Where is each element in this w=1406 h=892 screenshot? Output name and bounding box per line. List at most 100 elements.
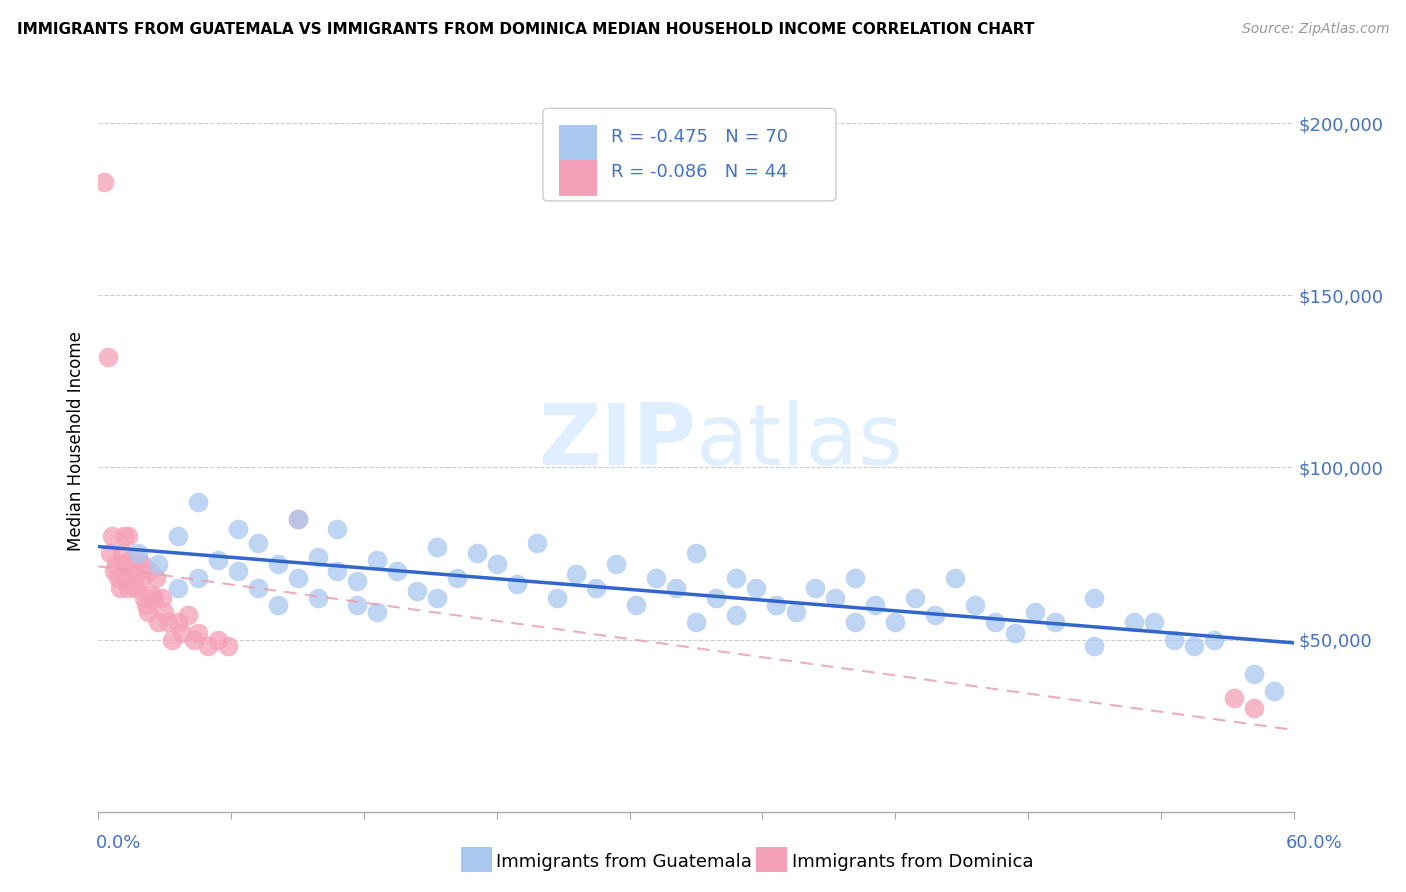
Point: [346, 598, 368, 612]
Point: [287, 512, 309, 526]
Point: [526, 536, 548, 550]
Point: [307, 591, 329, 606]
Point: [685, 615, 707, 630]
Point: [426, 591, 449, 606]
Point: [1163, 632, 1185, 647]
Point: [135, 598, 157, 612]
Point: [117, 529, 139, 543]
Point: [246, 536, 269, 550]
Point: [167, 529, 190, 543]
Point: [565, 567, 588, 582]
Point: [804, 581, 827, 595]
Point: [177, 608, 200, 623]
Point: [785, 605, 807, 619]
Point: [963, 598, 986, 612]
Point: [307, 549, 329, 564]
Point: [346, 574, 368, 588]
Point: [287, 512, 309, 526]
Point: [326, 564, 349, 578]
Point: [110, 581, 132, 595]
Point: [605, 557, 627, 571]
Point: [844, 615, 866, 630]
Point: [117, 581, 139, 595]
Point: [105, 557, 128, 571]
Point: [93, 175, 115, 189]
Point: [115, 574, 138, 588]
Point: [765, 598, 787, 612]
Point: [1243, 667, 1265, 681]
Point: [506, 577, 529, 591]
Point: [704, 591, 727, 606]
Point: [107, 570, 129, 584]
Point: [446, 570, 468, 584]
Point: [465, 546, 488, 560]
FancyBboxPatch shape: [558, 126, 596, 161]
Point: [157, 615, 180, 630]
Point: [121, 564, 143, 578]
Text: ZIP: ZIP: [538, 400, 696, 483]
Point: [134, 591, 156, 606]
Point: [865, 598, 887, 612]
Point: [267, 598, 290, 612]
Point: [136, 605, 159, 619]
Text: Immigrants from Dominica: Immigrants from Dominica: [792, 853, 1033, 871]
Point: [884, 615, 907, 630]
Point: [129, 574, 152, 588]
Point: [745, 581, 768, 595]
Point: [406, 584, 429, 599]
Point: [1004, 625, 1026, 640]
Point: [97, 350, 120, 364]
Point: [366, 605, 388, 619]
Point: [685, 546, 707, 560]
Point: [197, 640, 219, 654]
Point: [183, 632, 205, 647]
Point: [1223, 691, 1246, 706]
Point: [217, 640, 239, 654]
Point: [1043, 615, 1066, 630]
Point: [385, 564, 409, 578]
Y-axis label: Median Household Income: Median Household Income: [66, 332, 84, 551]
Point: [1123, 615, 1146, 630]
Point: [246, 581, 269, 595]
Point: [645, 570, 668, 584]
Point: [131, 557, 153, 571]
Point: [112, 529, 135, 543]
Text: Immigrants from Guatemala: Immigrants from Guatemala: [496, 853, 752, 871]
Point: [207, 632, 229, 647]
Point: [187, 570, 209, 584]
Point: [226, 522, 249, 536]
Point: [824, 591, 846, 606]
Point: [111, 546, 134, 560]
Point: [287, 570, 309, 584]
Point: [120, 553, 142, 567]
FancyBboxPatch shape: [558, 161, 596, 195]
Point: [426, 540, 449, 554]
Point: [1263, 684, 1285, 698]
Text: 60.0%: 60.0%: [1286, 834, 1343, 852]
Point: [1243, 701, 1265, 715]
Text: Source: ZipAtlas.com: Source: ZipAtlas.com: [1241, 22, 1389, 37]
FancyBboxPatch shape: [543, 109, 835, 201]
Point: [626, 598, 648, 612]
Point: [141, 588, 163, 602]
Point: [148, 615, 170, 630]
Point: [167, 615, 190, 630]
Text: 0.0%: 0.0%: [96, 834, 141, 852]
Point: [150, 591, 173, 606]
Point: [1143, 615, 1166, 630]
Point: [101, 529, 124, 543]
Text: IMMIGRANTS FROM GUATEMALA VS IMMIGRANTS FROM DOMINICA MEDIAN HOUSEHOLD INCOME CO: IMMIGRANTS FROM GUATEMALA VS IMMIGRANTS …: [17, 22, 1035, 37]
Point: [148, 557, 170, 571]
Point: [1024, 605, 1046, 619]
Point: [665, 581, 688, 595]
Point: [112, 557, 135, 571]
Point: [125, 581, 148, 595]
Point: [267, 557, 290, 571]
Point: [153, 605, 176, 619]
Point: [724, 570, 747, 584]
Point: [724, 608, 747, 623]
Text: R = -0.475   N = 70: R = -0.475 N = 70: [612, 128, 789, 146]
Point: [485, 557, 508, 571]
Point: [143, 591, 166, 606]
Point: [226, 564, 249, 578]
